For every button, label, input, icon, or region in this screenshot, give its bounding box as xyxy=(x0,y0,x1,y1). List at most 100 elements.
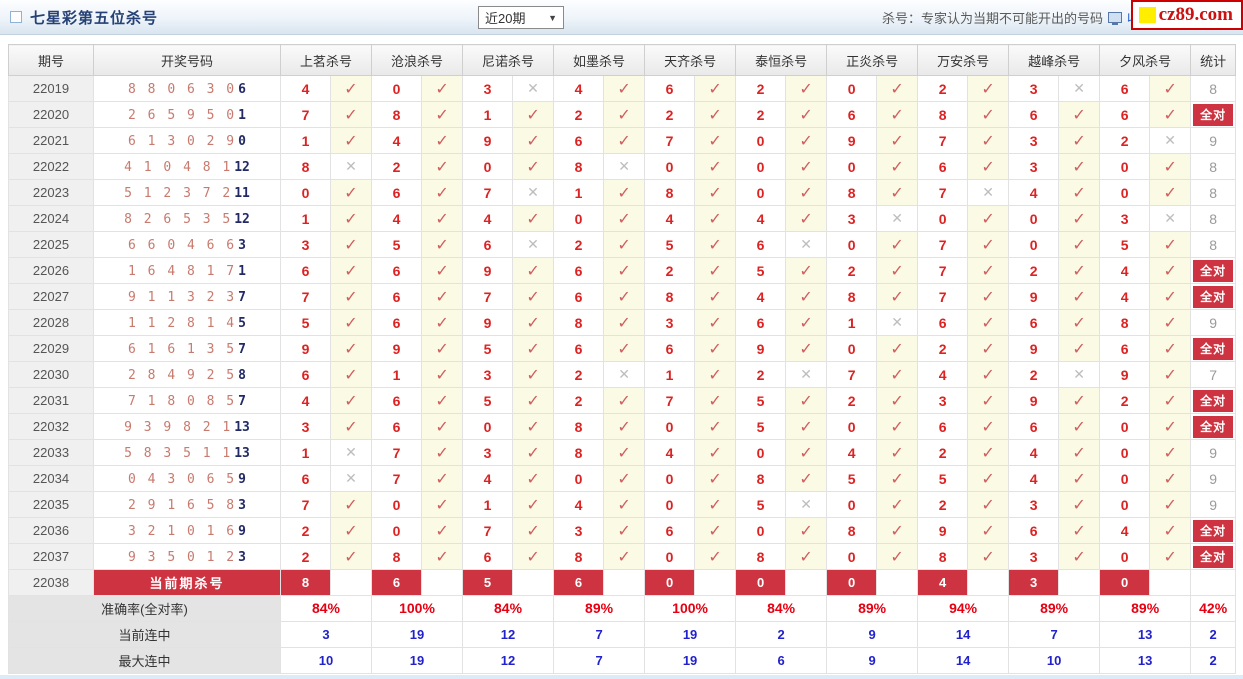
draw-digits: 3 2 1 0 1 6 xyxy=(128,523,237,539)
kill-number-cell: 0 xyxy=(735,517,787,544)
table-row: 22028 1 1 2 8 1 4 5 5 ✓ 6 ✓ 9 ✓ 8 ✓ 3 ✓ 6 ✓ 1 ✕ 6 ✓ 6 ✓ 8 ✓ 9 xyxy=(8,309,1237,336)
kill-number-cell: 0 xyxy=(553,465,605,492)
kill-number-cell: 8 xyxy=(553,543,605,570)
summary-value-cell: 3 xyxy=(279,621,373,648)
kill-number-cell: 7 xyxy=(462,283,514,310)
summary-value-cell: 7 xyxy=(553,621,646,648)
kill-number-cell: 0 xyxy=(1099,465,1151,492)
check-icon: ✓ xyxy=(890,340,904,358)
kill-number-cell: 0 xyxy=(826,153,878,180)
check-icon: ✓ xyxy=(1072,236,1086,254)
hit-mark-cell: ✓ xyxy=(1058,309,1101,336)
title-checkbox[interactable] xyxy=(10,11,22,23)
check-icon: ✓ xyxy=(617,548,631,566)
check-icon: ✓ xyxy=(1163,314,1177,332)
summary-row: 当前连中 3 19 12 7 19 2 9 14 7 13 2 xyxy=(8,621,1237,648)
check-icon: ✓ xyxy=(617,444,631,462)
check-icon: ✓ xyxy=(435,548,449,566)
check-icon: ✓ xyxy=(344,184,358,202)
check-icon: ✓ xyxy=(526,288,540,306)
check-icon: ✓ xyxy=(344,132,358,150)
x-icon: ✕ xyxy=(527,235,539,252)
draw-number-cell: 5 8 3 5 1 1 13 xyxy=(93,439,281,466)
x-icon: ✕ xyxy=(1073,365,1085,382)
summary-stat-cell: 42% xyxy=(1190,595,1237,622)
page-title: 七星彩第五位杀号 xyxy=(30,9,159,27)
hit-mark-cell: ✓ xyxy=(1058,153,1101,180)
stat-cell: 全对 xyxy=(1190,413,1237,440)
check-icon: ✓ xyxy=(708,418,722,436)
kill-number-cell: 4 xyxy=(1008,465,1060,492)
check-icon: ✓ xyxy=(344,522,358,540)
check-icon: ✓ xyxy=(981,158,995,176)
check-icon: ✓ xyxy=(981,314,995,332)
hit-mark-cell: ✓ xyxy=(694,439,737,466)
hit-mark-cell: ✓ xyxy=(329,387,373,414)
hit-mark-cell: ✓ xyxy=(785,205,828,232)
x-icon: ✕ xyxy=(345,157,357,174)
draw-last-digit: 9 xyxy=(238,523,246,539)
check-icon: ✓ xyxy=(526,262,540,280)
hit-mark-cell: ✕ xyxy=(329,465,373,492)
kill-number-cell: 8 xyxy=(917,101,969,128)
hit-mark-cell: ✓ xyxy=(876,179,919,206)
hit-mark-cell: ✓ xyxy=(876,153,919,180)
check-icon: ✓ xyxy=(981,262,995,280)
kill-number-cell: 9 xyxy=(826,127,878,154)
summary-value: 9 xyxy=(868,652,876,668)
hit-mark-cell: ✓ xyxy=(876,335,919,362)
kill-number-cell: 4 xyxy=(553,491,605,518)
hit-mark-cell: ✕ xyxy=(1149,205,1192,232)
check-icon: ✓ xyxy=(617,80,631,98)
kill-number-cell: 3 xyxy=(280,413,331,440)
current-kill-number-cell: 5 xyxy=(462,569,514,596)
check-icon: ✓ xyxy=(981,366,995,384)
hit-mark-cell: ✓ xyxy=(876,75,919,102)
check-icon: ✓ xyxy=(890,262,904,280)
kill-number-cell: 6 xyxy=(371,387,423,414)
check-icon: ✓ xyxy=(617,470,631,488)
hit-mark-cell: ✓ xyxy=(1058,413,1101,440)
stat-cell: 8 xyxy=(1190,153,1237,180)
check-icon: ✓ xyxy=(890,132,904,150)
check-icon: ✓ xyxy=(435,444,449,462)
kill-number-cell: 5 xyxy=(280,309,331,336)
kill-number-cell: 0 xyxy=(1008,205,1060,232)
kill-number-cell: 7 xyxy=(644,127,696,154)
hit-mark-cell: ✓ xyxy=(329,179,373,206)
table-row: 22027 9 1 1 3 2 3 7 7 ✓ 6 ✓ 7 ✓ 6 ✓ 8 ✓ 4 ✓ 8 ✓ 7 ✓ 9 ✓ 4 ✓ 全对 xyxy=(8,283,1237,310)
hit-mark-cell: ✓ xyxy=(967,75,1010,102)
draw-digits: 6 1 6 1 3 5 xyxy=(128,341,237,357)
site-logo[interactable]: cz89.com xyxy=(1130,0,1243,30)
summary-value-cell: 13 xyxy=(1099,621,1192,648)
kill-number-cell: 4 xyxy=(644,439,696,466)
kill-number-cell: 2 xyxy=(644,257,696,284)
draw-digits: 5 1 2 3 7 2 xyxy=(124,185,233,201)
period-select[interactable]: 近20期 ▼ xyxy=(478,6,564,29)
summary-stat-value: 42% xyxy=(1199,599,1228,616)
kill-number-cell: 9 xyxy=(462,127,514,154)
all-correct-badge: 全对 xyxy=(1193,337,1234,360)
kill-number-cell: 5 xyxy=(735,491,787,518)
period-cell: 22038 xyxy=(8,569,94,596)
hit-mark-cell: ✓ xyxy=(785,75,828,102)
check-icon: ✓ xyxy=(344,210,358,228)
kill-number-cell: 5 xyxy=(735,257,787,284)
current-period-row: 22038 当前期杀号 8 6 5 6 0 0 0 4 3 0 xyxy=(8,569,1237,596)
check-icon: ✓ xyxy=(1072,392,1086,410)
check-icon: ✓ xyxy=(344,340,358,358)
kill-number-cell: 2 xyxy=(735,101,787,128)
kill-number-cell: 6 xyxy=(1008,101,1060,128)
summary-value-cell: 100% xyxy=(371,595,464,622)
hit-mark-cell: ✓ xyxy=(1058,491,1101,518)
all-correct-badge: 全对 xyxy=(1193,519,1234,542)
draw-number-cell: 4 1 0 4 8 1 12 xyxy=(93,153,281,180)
kill-number-cell: 0 xyxy=(1099,491,1151,518)
current-empty-cell xyxy=(1058,569,1101,596)
period-cell: 22034 xyxy=(8,465,94,492)
check-icon: ✓ xyxy=(890,522,904,540)
stat-cell: 9 xyxy=(1190,465,1237,492)
summary-label-cell: 当前连中 xyxy=(8,621,281,648)
